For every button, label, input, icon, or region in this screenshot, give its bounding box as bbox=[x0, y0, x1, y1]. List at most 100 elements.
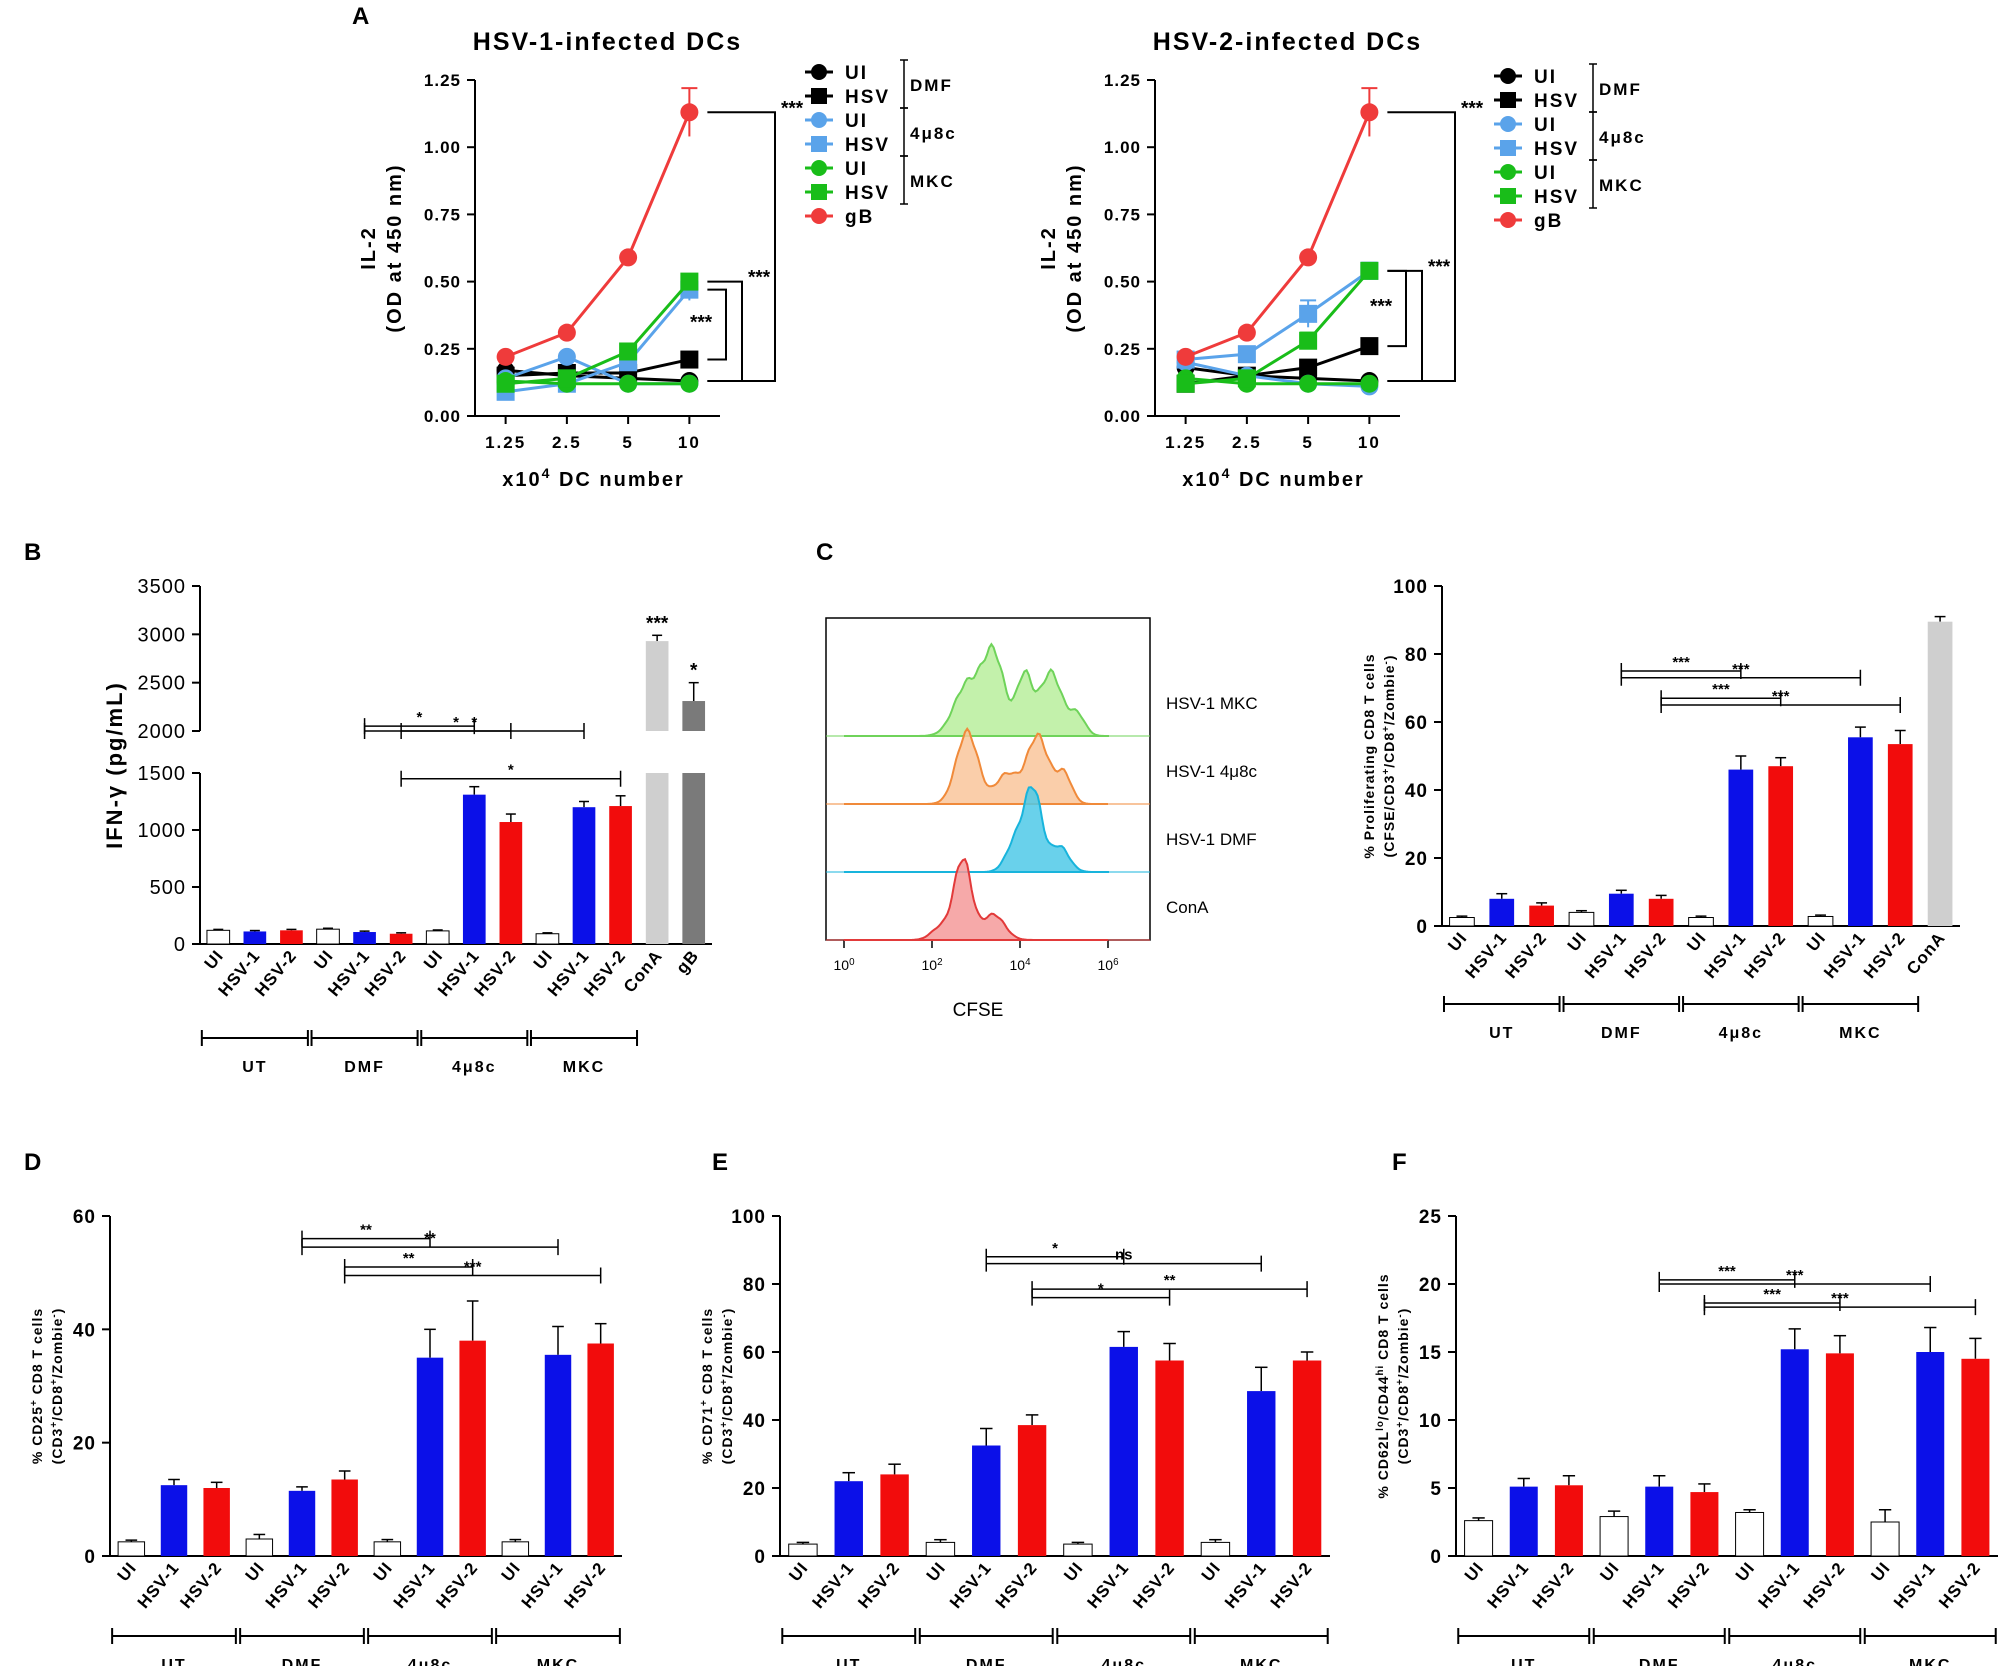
category-label: HSV-2 bbox=[1129, 1558, 1178, 1612]
bar bbox=[1529, 905, 1554, 926]
y-tick-label: 20 bbox=[743, 1479, 766, 1500]
group-label: 4μ8c bbox=[452, 1059, 496, 1076]
legend-group-label: MKC bbox=[910, 172, 955, 191]
comparison-line bbox=[1660, 697, 1901, 713]
y-axis-label-unit: (OD at 450 nm) bbox=[1064, 163, 1086, 332]
category-label: HSV-2 bbox=[992, 1558, 1041, 1612]
y-tick-label: 20 bbox=[73, 1434, 96, 1455]
data-point bbox=[1176, 374, 1195, 393]
category-label: UI bbox=[1564, 928, 1591, 955]
group-bracket bbox=[1728, 1628, 1862, 1644]
bar bbox=[353, 932, 376, 944]
group-label: MKC bbox=[1240, 1657, 1282, 1666]
x-tick-label: 5 bbox=[622, 433, 633, 452]
legend-label: UI bbox=[1534, 67, 1557, 88]
category-label: UI bbox=[1444, 928, 1471, 955]
y-tick-label: 1500 bbox=[138, 763, 187, 785]
group-bracket bbox=[420, 1030, 529, 1046]
x-tick-label: 100 bbox=[833, 957, 855, 974]
y-axis-label-sub-part: ) bbox=[1395, 1308, 1411, 1314]
bar bbox=[535, 933, 560, 945]
category-label: UI bbox=[1198, 1558, 1225, 1585]
series-line bbox=[505, 111, 691, 359]
bar bbox=[389, 933, 413, 944]
legend-label: HSV bbox=[1534, 187, 1579, 208]
category-label: HSV-2 bbox=[432, 1558, 481, 1612]
bar bbox=[1961, 1358, 1990, 1556]
y-tick-label: 0.75 bbox=[1104, 205, 1141, 224]
data-point bbox=[557, 347, 576, 366]
series-ui-4μ8c bbox=[496, 347, 699, 393]
bar bbox=[1608, 893, 1634, 926]
comparison-label: *** bbox=[1718, 1263, 1736, 1280]
y-tick-label: 1.00 bbox=[1104, 138, 1141, 157]
category-label: HSV-1 bbox=[946, 1558, 995, 1612]
series-line bbox=[1185, 111, 1371, 359]
group-label: 4μ8c bbox=[1719, 1025, 1763, 1042]
group-label: MKC bbox=[1839, 1025, 1881, 1042]
category-label: HSV-1 bbox=[1754, 1558, 1803, 1612]
significance-bracket bbox=[1387, 269, 1423, 383]
y-axis-label: % CD71+ CD8 T cells bbox=[699, 1308, 716, 1464]
comparison-line bbox=[985, 1255, 1262, 1272]
bar bbox=[1916, 1352, 1945, 1556]
x-tick-label-part: 10 bbox=[833, 957, 849, 973]
chart-title: HSV-2-infected DCs bbox=[1153, 28, 1422, 56]
data-point bbox=[680, 103, 699, 122]
comparison-label: *** bbox=[1732, 661, 1750, 678]
histogram-peak bbox=[844, 857, 1108, 941]
comparison-line bbox=[1620, 669, 1862, 686]
bar bbox=[1017, 1425, 1047, 1556]
group-bracket bbox=[239, 1628, 365, 1644]
legend-group-label: DMF bbox=[910, 76, 953, 95]
y-axis-label: IL-2 bbox=[358, 226, 380, 270]
y-axis-label-sub-part: ) bbox=[49, 1308, 65, 1314]
panel-letter-c: C bbox=[816, 539, 833, 566]
bar-lower bbox=[682, 773, 706, 944]
y-axis-label-sub-part: /CD8 bbox=[1381, 732, 1397, 768]
y-tick-label: 100 bbox=[1393, 577, 1428, 598]
data-point bbox=[496, 347, 515, 366]
legend: UI HSV UI HSV UI HSV gB DMF 4μ8c MKC bbox=[1494, 63, 1644, 232]
y-tick-label: 0 bbox=[84, 1547, 96, 1568]
category-label: HSV-1 bbox=[1221, 1558, 1270, 1612]
bar bbox=[1292, 1360, 1322, 1556]
data-point bbox=[557, 369, 576, 388]
category-label: UI bbox=[923, 1558, 950, 1585]
category-label: UI bbox=[1803, 928, 1830, 955]
chart-title: HSV-1-infected DCs bbox=[473, 28, 742, 56]
y-axis-label-sub-part: - bbox=[719, 1313, 730, 1317]
y-tick-label: 0 bbox=[1416, 917, 1428, 938]
y-tick-label: 40 bbox=[743, 1411, 766, 1432]
significance-bracket bbox=[1387, 269, 1407, 348]
y-axis-label-sub-part: + bbox=[49, 1378, 60, 1385]
y-axis-label-sub-part: + bbox=[1395, 1421, 1406, 1428]
bar-upper bbox=[645, 641, 669, 731]
y-axis-label-part: CD8 T cells bbox=[699, 1308, 715, 1399]
data-point bbox=[1237, 323, 1256, 342]
data-point bbox=[1237, 369, 1256, 388]
y-tick-label: 40 bbox=[1405, 781, 1428, 802]
category-label: HSV-2 bbox=[1529, 1558, 1578, 1612]
category-label: HSV-1 bbox=[262, 1558, 311, 1612]
bar bbox=[316, 928, 340, 945]
y-tick-label: 60 bbox=[1405, 713, 1428, 734]
x-tick-label: 1.25 bbox=[1165, 433, 1206, 452]
histogram-track-label: ConA bbox=[1166, 898, 1209, 917]
y-tick-label: 0.50 bbox=[424, 273, 461, 292]
x-tick-label-part: 0 bbox=[849, 957, 855, 968]
bar bbox=[1489, 898, 1515, 926]
histogram-track-label: HSV-1 MKC bbox=[1166, 694, 1258, 713]
bar bbox=[160, 1485, 188, 1556]
bar bbox=[1200, 1541, 1231, 1557]
bar bbox=[425, 930, 450, 945]
category-label: HSV-2 bbox=[854, 1558, 903, 1612]
significance-label: *** bbox=[1461, 98, 1484, 119]
group-label: UT bbox=[1489, 1025, 1514, 1042]
bar-annotation: *** bbox=[646, 613, 669, 634]
category-label: UI bbox=[1683, 928, 1710, 955]
y-tick-label: 0 bbox=[174, 934, 186, 956]
data-point bbox=[619, 248, 638, 267]
bar bbox=[1887, 744, 1913, 926]
y-tick-label: 100 bbox=[731, 1207, 766, 1228]
